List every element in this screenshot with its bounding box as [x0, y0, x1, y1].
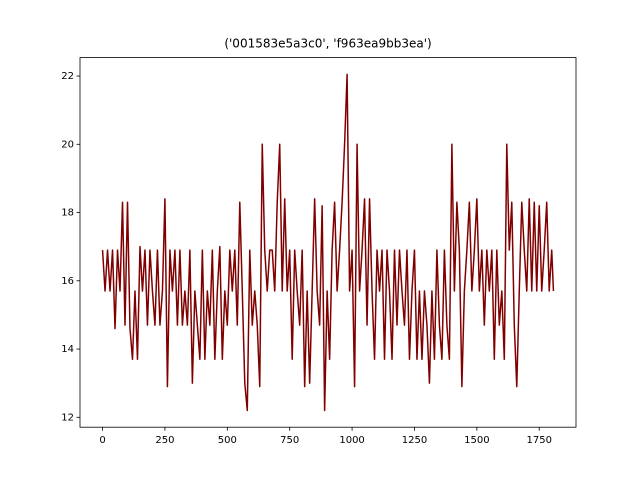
- y-tick-label: 12: [61, 412, 74, 423]
- x-tick-label: 1500: [464, 435, 489, 446]
- x-tick-label: 750: [280, 435, 299, 446]
- plot-frame: [79, 57, 577, 428]
- y-tick-label: 16: [61, 276, 74, 287]
- x-tick-label: 250: [155, 435, 174, 446]
- y-tick-label: 20: [61, 139, 74, 150]
- y-tick-label: 22: [61, 71, 74, 82]
- x-tick-label: 1750: [527, 435, 552, 446]
- x-tick-label: 1000: [339, 435, 364, 446]
- x-tick-label: 500: [218, 435, 237, 446]
- y-tick-label: 18: [61, 208, 74, 219]
- chart-title: ('001583e5a3c0', 'f963ea9bb3ea'): [224, 37, 431, 51]
- x-tick-label: 0: [99, 435, 105, 446]
- data-line: [101, 73, 555, 412]
- x-tick-label: 1250: [402, 435, 427, 446]
- y-tick-label: 14: [61, 344, 74, 355]
